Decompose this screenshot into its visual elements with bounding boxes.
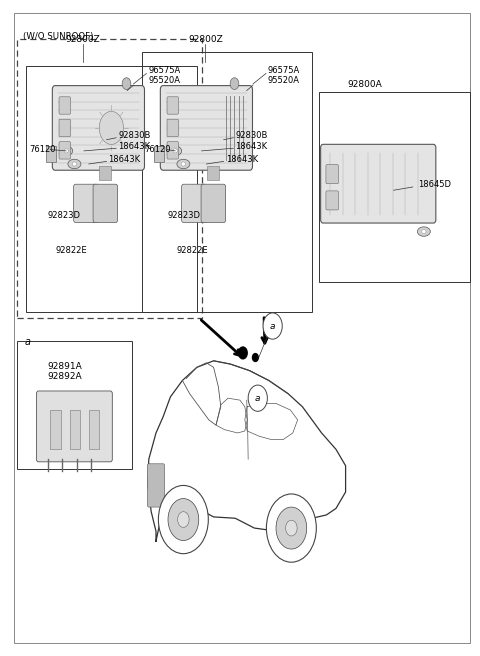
Circle shape xyxy=(158,485,208,554)
Text: 95520A: 95520A xyxy=(268,76,300,85)
Text: 76120: 76120 xyxy=(29,145,55,154)
Circle shape xyxy=(286,520,297,536)
FancyBboxPatch shape xyxy=(326,165,338,184)
FancyBboxPatch shape xyxy=(36,391,112,462)
Text: 92800Z: 92800Z xyxy=(65,35,100,44)
Text: 18643K: 18643K xyxy=(108,155,141,164)
Ellipse shape xyxy=(173,149,178,153)
FancyBboxPatch shape xyxy=(99,165,111,180)
Ellipse shape xyxy=(181,162,185,166)
Circle shape xyxy=(276,507,307,549)
Text: 76120: 76120 xyxy=(144,145,170,154)
FancyBboxPatch shape xyxy=(167,97,179,114)
Text: 18643K: 18643K xyxy=(118,142,150,151)
Text: 92823D: 92823D xyxy=(167,211,200,220)
Text: 92822E: 92822E xyxy=(55,246,87,255)
Text: a: a xyxy=(255,394,261,403)
Circle shape xyxy=(230,77,239,89)
Circle shape xyxy=(99,112,123,144)
Text: 18643K: 18643K xyxy=(235,142,267,151)
FancyBboxPatch shape xyxy=(167,119,179,136)
Circle shape xyxy=(239,347,247,359)
FancyBboxPatch shape xyxy=(201,184,226,222)
FancyBboxPatch shape xyxy=(155,146,164,161)
Ellipse shape xyxy=(421,230,426,234)
Ellipse shape xyxy=(418,227,431,236)
FancyBboxPatch shape xyxy=(89,410,99,449)
Ellipse shape xyxy=(60,146,73,155)
FancyBboxPatch shape xyxy=(93,184,118,222)
FancyBboxPatch shape xyxy=(321,144,436,223)
FancyBboxPatch shape xyxy=(73,184,98,222)
Text: 18643K: 18643K xyxy=(226,155,258,164)
Text: 92800A: 92800A xyxy=(348,80,382,89)
FancyBboxPatch shape xyxy=(59,97,71,114)
Text: 92830B: 92830B xyxy=(235,131,267,140)
Text: 92892A: 92892A xyxy=(48,372,82,381)
Text: 96575A: 96575A xyxy=(268,66,300,75)
Text: 92830B: 92830B xyxy=(118,131,150,140)
FancyBboxPatch shape xyxy=(326,191,338,210)
Circle shape xyxy=(266,494,316,562)
Circle shape xyxy=(168,499,199,541)
Text: 95520A: 95520A xyxy=(149,76,181,85)
FancyBboxPatch shape xyxy=(147,464,165,507)
FancyBboxPatch shape xyxy=(59,119,71,136)
Ellipse shape xyxy=(68,159,81,169)
FancyBboxPatch shape xyxy=(52,85,144,170)
Ellipse shape xyxy=(72,162,77,166)
FancyBboxPatch shape xyxy=(160,85,252,170)
Text: a: a xyxy=(25,337,31,348)
Text: 92891A: 92891A xyxy=(48,361,82,371)
Circle shape xyxy=(252,354,258,361)
FancyBboxPatch shape xyxy=(206,165,219,180)
FancyBboxPatch shape xyxy=(181,184,206,222)
Text: a: a xyxy=(270,321,276,331)
Ellipse shape xyxy=(64,149,69,153)
Circle shape xyxy=(178,512,189,527)
Text: 96575A: 96575A xyxy=(149,66,181,75)
Text: 18645D: 18645D xyxy=(418,180,451,190)
Text: 92822E: 92822E xyxy=(176,246,208,255)
FancyBboxPatch shape xyxy=(167,142,179,159)
FancyBboxPatch shape xyxy=(59,142,71,159)
FancyBboxPatch shape xyxy=(70,410,80,449)
Text: 92823D: 92823D xyxy=(47,211,80,220)
Circle shape xyxy=(263,313,282,339)
Text: (W/O SUNROOF): (W/O SUNROOF) xyxy=(23,31,94,41)
FancyBboxPatch shape xyxy=(50,410,61,449)
Circle shape xyxy=(248,385,267,411)
Text: 92800Z: 92800Z xyxy=(188,35,223,44)
FancyBboxPatch shape xyxy=(47,146,56,161)
Ellipse shape xyxy=(177,159,190,169)
Ellipse shape xyxy=(169,146,181,155)
Circle shape xyxy=(122,77,131,89)
